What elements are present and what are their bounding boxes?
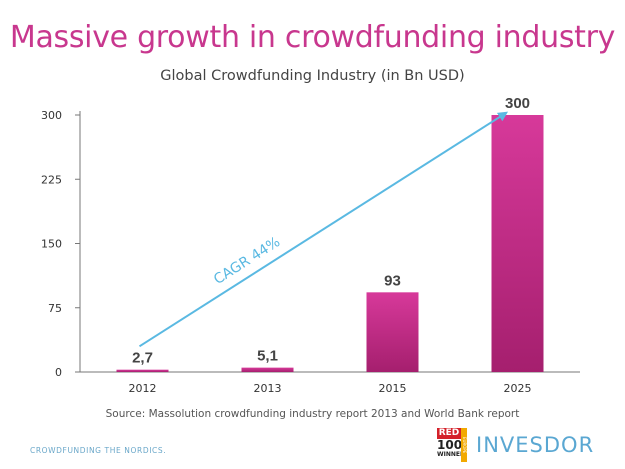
bar-2015 [366,292,419,372]
source-note: Source: Massolution crowdfunding industr… [105,408,520,420]
x-tick-label: 2012 [129,382,157,395]
slide-title: Massive growth in crowdfunding industry [9,20,616,55]
data-label: 300 [505,95,530,112]
bar-chart: 0 75 150 225 300 2,7 2012 5,1 2013 93 2015 300 2025… [41,95,580,395]
y-tick-label: 75 [48,302,62,315]
badge-winner-label: WINNER [437,451,465,458]
x-tick-label: 2013 [254,382,282,395]
data-label: 5,1 [257,348,278,365]
data-label: 93 [384,272,401,289]
data-label: 2,7 [132,350,153,367]
invesdor-logo: INVESDOR [476,433,595,457]
badge-100-label: 100 [437,438,463,452]
bar-2012 [116,369,169,372]
cagr-arrow [138,111,509,348]
bar-2013 [241,367,294,372]
chart-title: Global Crowdfunding Industry (in Bn USD) [160,68,465,84]
y-tick-label: 225 [41,173,62,186]
bar-2025 [491,115,544,372]
badge-red-label: RED [437,428,461,439]
y-tick-label: 150 [41,238,62,251]
x-tick-label: 2015 [379,382,407,395]
y-tick-label: 300 [41,109,62,122]
x-tick-label: 2025 [504,382,532,395]
badge-europe-label: EUROPE [461,428,467,462]
footer-tagline: CROWDFUNDING THE NORDICS. [30,446,167,455]
red-herring-badge: RED 100 WINNER EUROPE [437,428,467,464]
y-tick-label: 0 [55,366,62,379]
